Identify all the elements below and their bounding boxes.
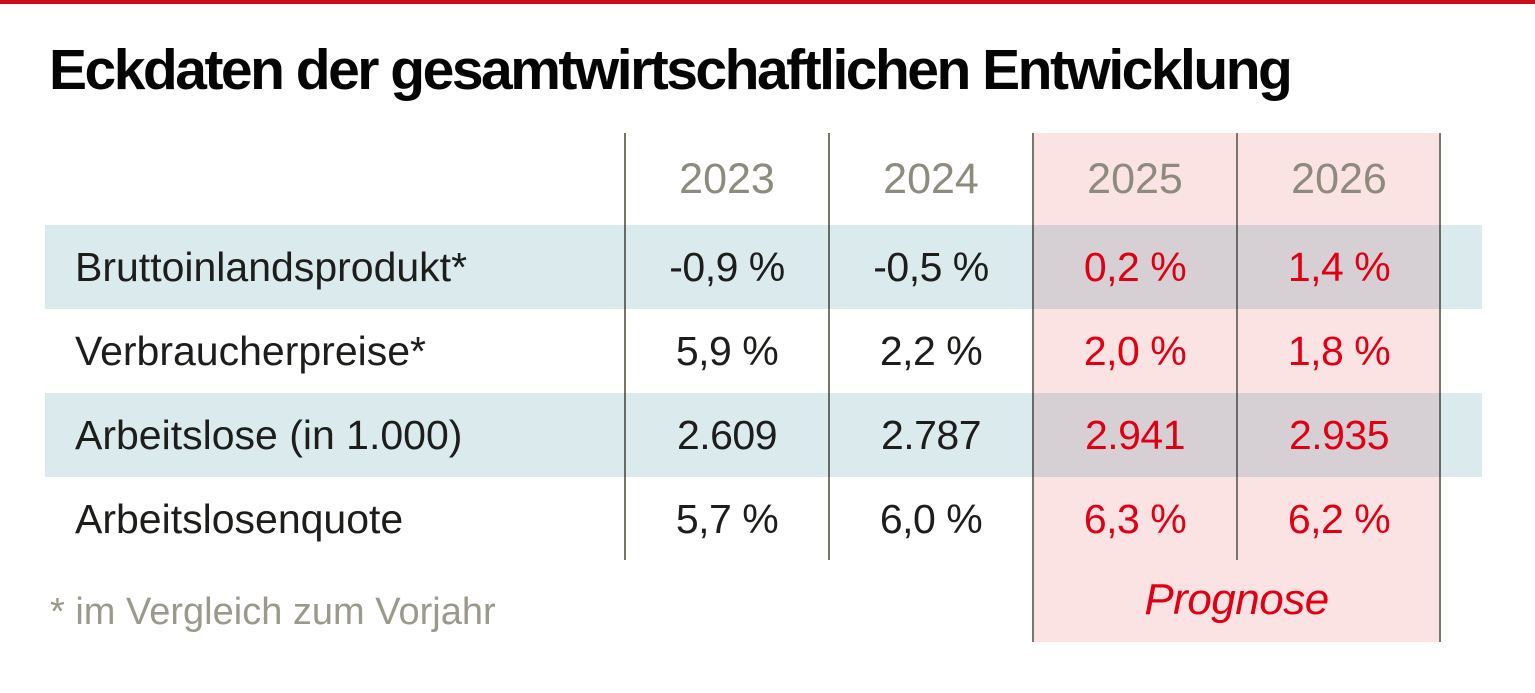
column-separator — [1032, 133, 1034, 642]
table-cell: 6,0 % — [879, 495, 983, 542]
row-band — [45, 225, 1482, 309]
table-cell: 5,9 % — [675, 327, 779, 374]
table-cell: 2,2 % — [879, 327, 983, 374]
column-separator — [1236, 133, 1238, 560]
table-cell: -0,9 % — [669, 243, 785, 290]
table-cell: 2.787 — [880, 411, 982, 458]
table-cell-forecast: 2.935 — [1288, 411, 1390, 458]
row-label-arbeitslose: Arbeitslose (in 1.000) — [75, 411, 463, 458]
table-cell: 2.609 — [676, 411, 778, 458]
column-header-2024: 2024 — [883, 154, 979, 203]
table-cell-forecast: 1,4 % — [1287, 243, 1391, 290]
column-header-2025: 2025 — [1087, 154, 1183, 203]
row-band — [45, 393, 1482, 477]
forecast-label: Prognose — [1144, 575, 1329, 624]
page-title: Eckdaten der gesamtwirtschaftlichen Entw… — [49, 38, 1293, 102]
column-separator — [624, 133, 626, 560]
column-separator — [828, 133, 830, 560]
row-label-bruttoinlandsprodukt: Bruttoinlandsprodukt* — [75, 243, 468, 290]
table-cell-forecast: 2.941 — [1084, 411, 1186, 458]
table-cell-forecast: 6,2 % — [1287, 495, 1391, 542]
table-cell: 5,7 % — [675, 495, 779, 542]
column-separator — [1439, 133, 1441, 642]
table-cell-forecast: 2,0 % — [1083, 327, 1187, 374]
top-accent-line — [0, 0, 1535, 4]
row-label-arbeitslosenquote: Arbeitslosenquote — [75, 495, 404, 542]
column-header-2026: 2026 — [1291, 154, 1387, 203]
table-cell: -0,5 % — [873, 243, 989, 290]
row-label-verbraucherpreise: Verbraucherpreise* — [75, 327, 426, 374]
table-cell-forecast: 1,8 % — [1287, 327, 1391, 374]
table-cell-forecast: 6,3 % — [1083, 495, 1187, 542]
table-cell-forecast: 0,2 % — [1083, 243, 1187, 290]
column-header-2023: 2023 — [679, 154, 775, 203]
footnote: * im Vergleich zum Vorjahr — [50, 591, 496, 633]
